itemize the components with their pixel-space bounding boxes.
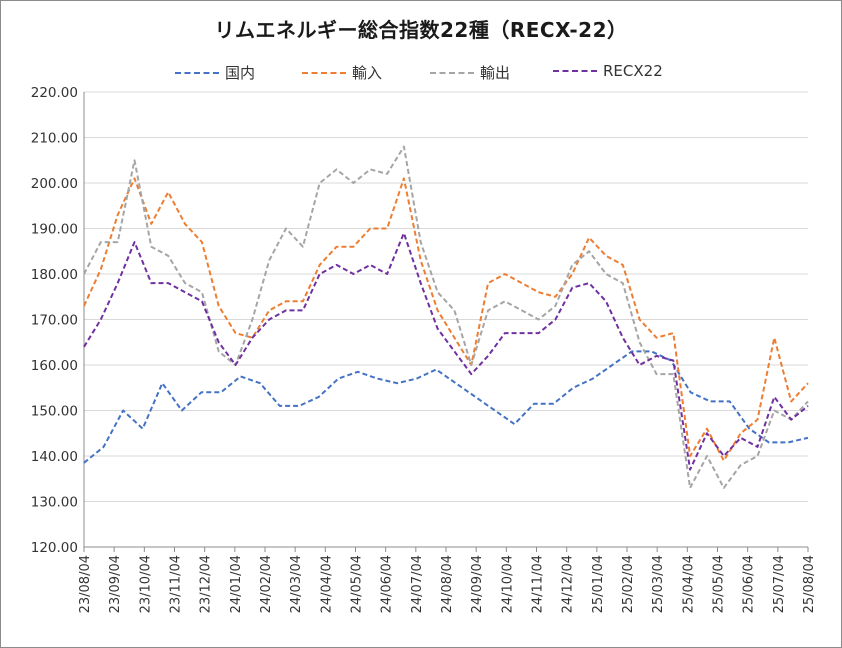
x-tick-label: 24/01/04 <box>229 555 244 613</box>
x-tick-label: 24/09/04 <box>470 555 485 613</box>
legend-swatch-export <box>430 71 474 74</box>
x-tick-label: 25/08/04 <box>802 555 817 613</box>
y-tick-label: 200.00 <box>31 176 78 192</box>
legend-item-import: 輸入 <box>302 62 382 83</box>
x-tick-label: 25/07/04 <box>772 555 787 613</box>
x-tick-label: 25/04/04 <box>681 555 696 613</box>
y-tick-label: 170.00 <box>31 313 78 329</box>
legend-item-domestic: 国内 <box>175 62 255 83</box>
y-tick-label: 210.00 <box>31 131 78 147</box>
chart-title: リムエネルギー総合指数22種（RECX-22） <box>214 18 628 42</box>
series-line-3 <box>83 232 809 471</box>
x-tick-label: 23/10/04 <box>138 555 153 613</box>
legend-label-export: 輸出 <box>480 64 511 82</box>
x-tick-label: 24/11/04 <box>531 555 546 613</box>
x-tick-label: 25/02/04 <box>621 555 636 613</box>
legend-item-recx22: RECX22 <box>553 62 663 80</box>
x-tick-label: 23/11/04 <box>169 555 184 613</box>
x-tick-label: 25/05/04 <box>712 555 727 613</box>
y-tick-label: 220.00 <box>31 85 78 101</box>
x-tick-label: 24/05/04 <box>350 555 365 613</box>
series-line-1 <box>83 177 809 462</box>
x-tick-label: 24/06/04 <box>380 555 395 613</box>
x-tick-label: 25/06/04 <box>742 555 757 613</box>
x-tick-label: 23/09/04 <box>108 555 123 613</box>
y-tick-label: 150.00 <box>31 404 78 420</box>
legend-item-export: 輸出 <box>430 62 510 83</box>
y-tick-label: 160.00 <box>31 358 78 374</box>
y-tick-label: 190.00 <box>31 222 78 238</box>
y-tick-label: 140.00 <box>31 449 78 465</box>
x-tick-label: 24/02/04 <box>259 555 274 613</box>
x-tick-label: 24/12/04 <box>561 555 576 613</box>
x-tick-label: 23/08/04 <box>78 555 93 613</box>
x-tick-label: 24/04/04 <box>319 555 334 613</box>
y-tick-label: 180.00 <box>31 267 78 283</box>
series-line-2 <box>83 145 809 489</box>
legend-swatch-import <box>302 71 346 74</box>
x-tick-label: 24/03/04 <box>289 555 304 613</box>
x-tick-label: 25/03/04 <box>651 555 666 613</box>
x-tick-label: 23/12/04 <box>199 555 214 613</box>
y-tick-label: 120.00 <box>31 540 78 556</box>
x-tick-label: 25/01/04 <box>591 555 606 613</box>
legend-label-import: 輸入 <box>352 64 383 82</box>
x-tick-label: 24/07/04 <box>410 555 425 613</box>
y-tick-label: 130.00 <box>31 495 78 511</box>
x-tick-label: 24/10/04 <box>500 555 515 613</box>
legend-swatch-recx22 <box>553 70 597 72</box>
chart-legend: 国内 輸入 輸出 RECX22 <box>0 62 842 84</box>
series-line-0 <box>83 350 809 464</box>
legend-label-domestic: 国内 <box>225 64 256 82</box>
legend-swatch-domestic <box>175 71 219 74</box>
x-tick-label: 24/08/04 <box>440 555 455 613</box>
legend-label-recx22: RECX22 <box>603 62 663 80</box>
